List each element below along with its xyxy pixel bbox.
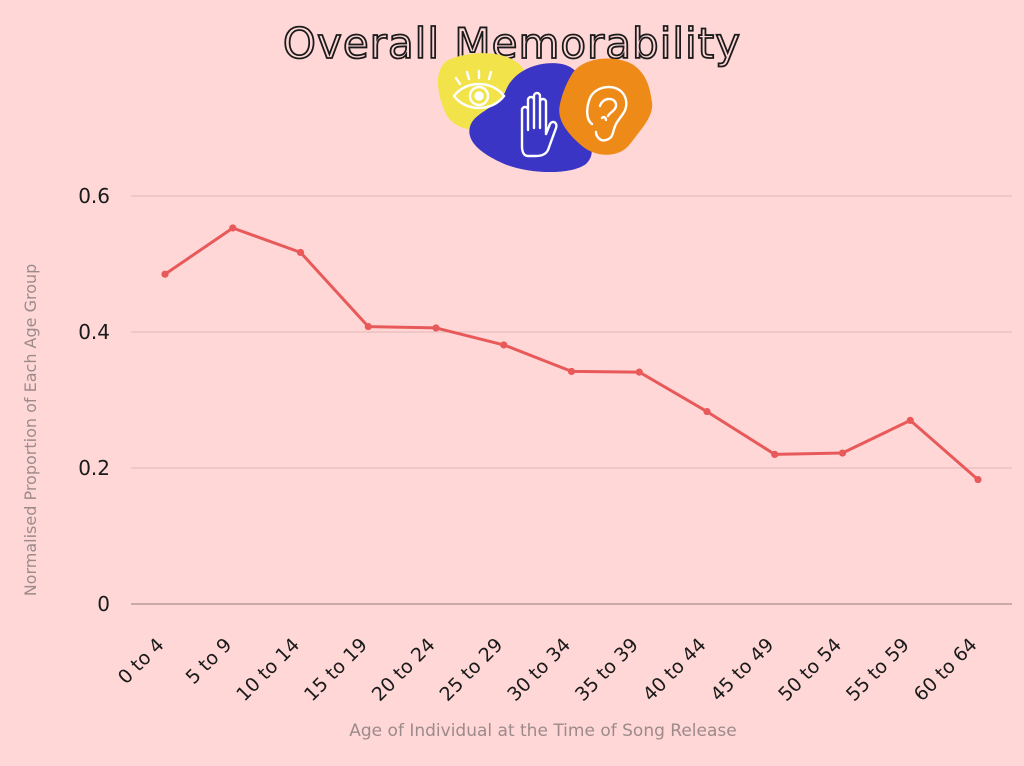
y-tick-label: 0.6 [78,184,110,208]
blue-blob [469,63,592,173]
x-tick-label: 45 to 49 [707,634,779,706]
x-tick-label: 0 to 4 [114,634,169,689]
hand-icon [520,91,558,158]
data-point [500,341,508,349]
eye-icon [452,69,506,110]
series-line [163,226,980,482]
y-tick-label: 0.2 [78,456,110,480]
y-axis-label: Normalised Proportion of Each Age Group [21,264,40,597]
data-point [635,368,643,376]
x-tick-label: 10 to 14 [232,634,304,706]
x-tick-label: 15 to 19 [300,634,372,706]
y-tick-labels: 0 0.2 0.4 0.6 [78,184,110,616]
x-tick-label: 25 to 29 [436,634,508,706]
x-tick-label: 60 to 64 [910,634,982,706]
data-point [974,475,982,484]
data-point [567,367,576,376]
data-point [432,324,440,332]
data-point [838,449,847,457]
x-tick-label: 55 to 59 [842,634,914,706]
orange-blob [559,58,653,155]
data-point [229,224,237,232]
x-tick-label: 20 to 24 [368,634,440,706]
x-tick-label: 30 to 34 [503,634,575,706]
data-points [161,224,982,484]
data-point [296,248,305,257]
y-tick-label: 0 [97,592,110,616]
x-tick-label: 35 to 39 [571,634,643,706]
data-point [771,450,779,458]
data-point [364,322,372,331]
data-point [161,270,169,278]
x-tick-label: 40 to 44 [639,634,711,706]
x-tick-label: 50 to 54 [774,634,846,706]
data-point [906,416,914,424]
senses-logo [437,53,653,173]
ear-icon [586,85,628,142]
x-axis-label: Age of Individual at the Time of Song Re… [349,721,736,741]
y-tick-label: 0.4 [78,320,110,344]
data-point [703,407,711,416]
gridlines [131,195,1012,605]
x-tick-label: 5 to 9 [182,634,237,689]
